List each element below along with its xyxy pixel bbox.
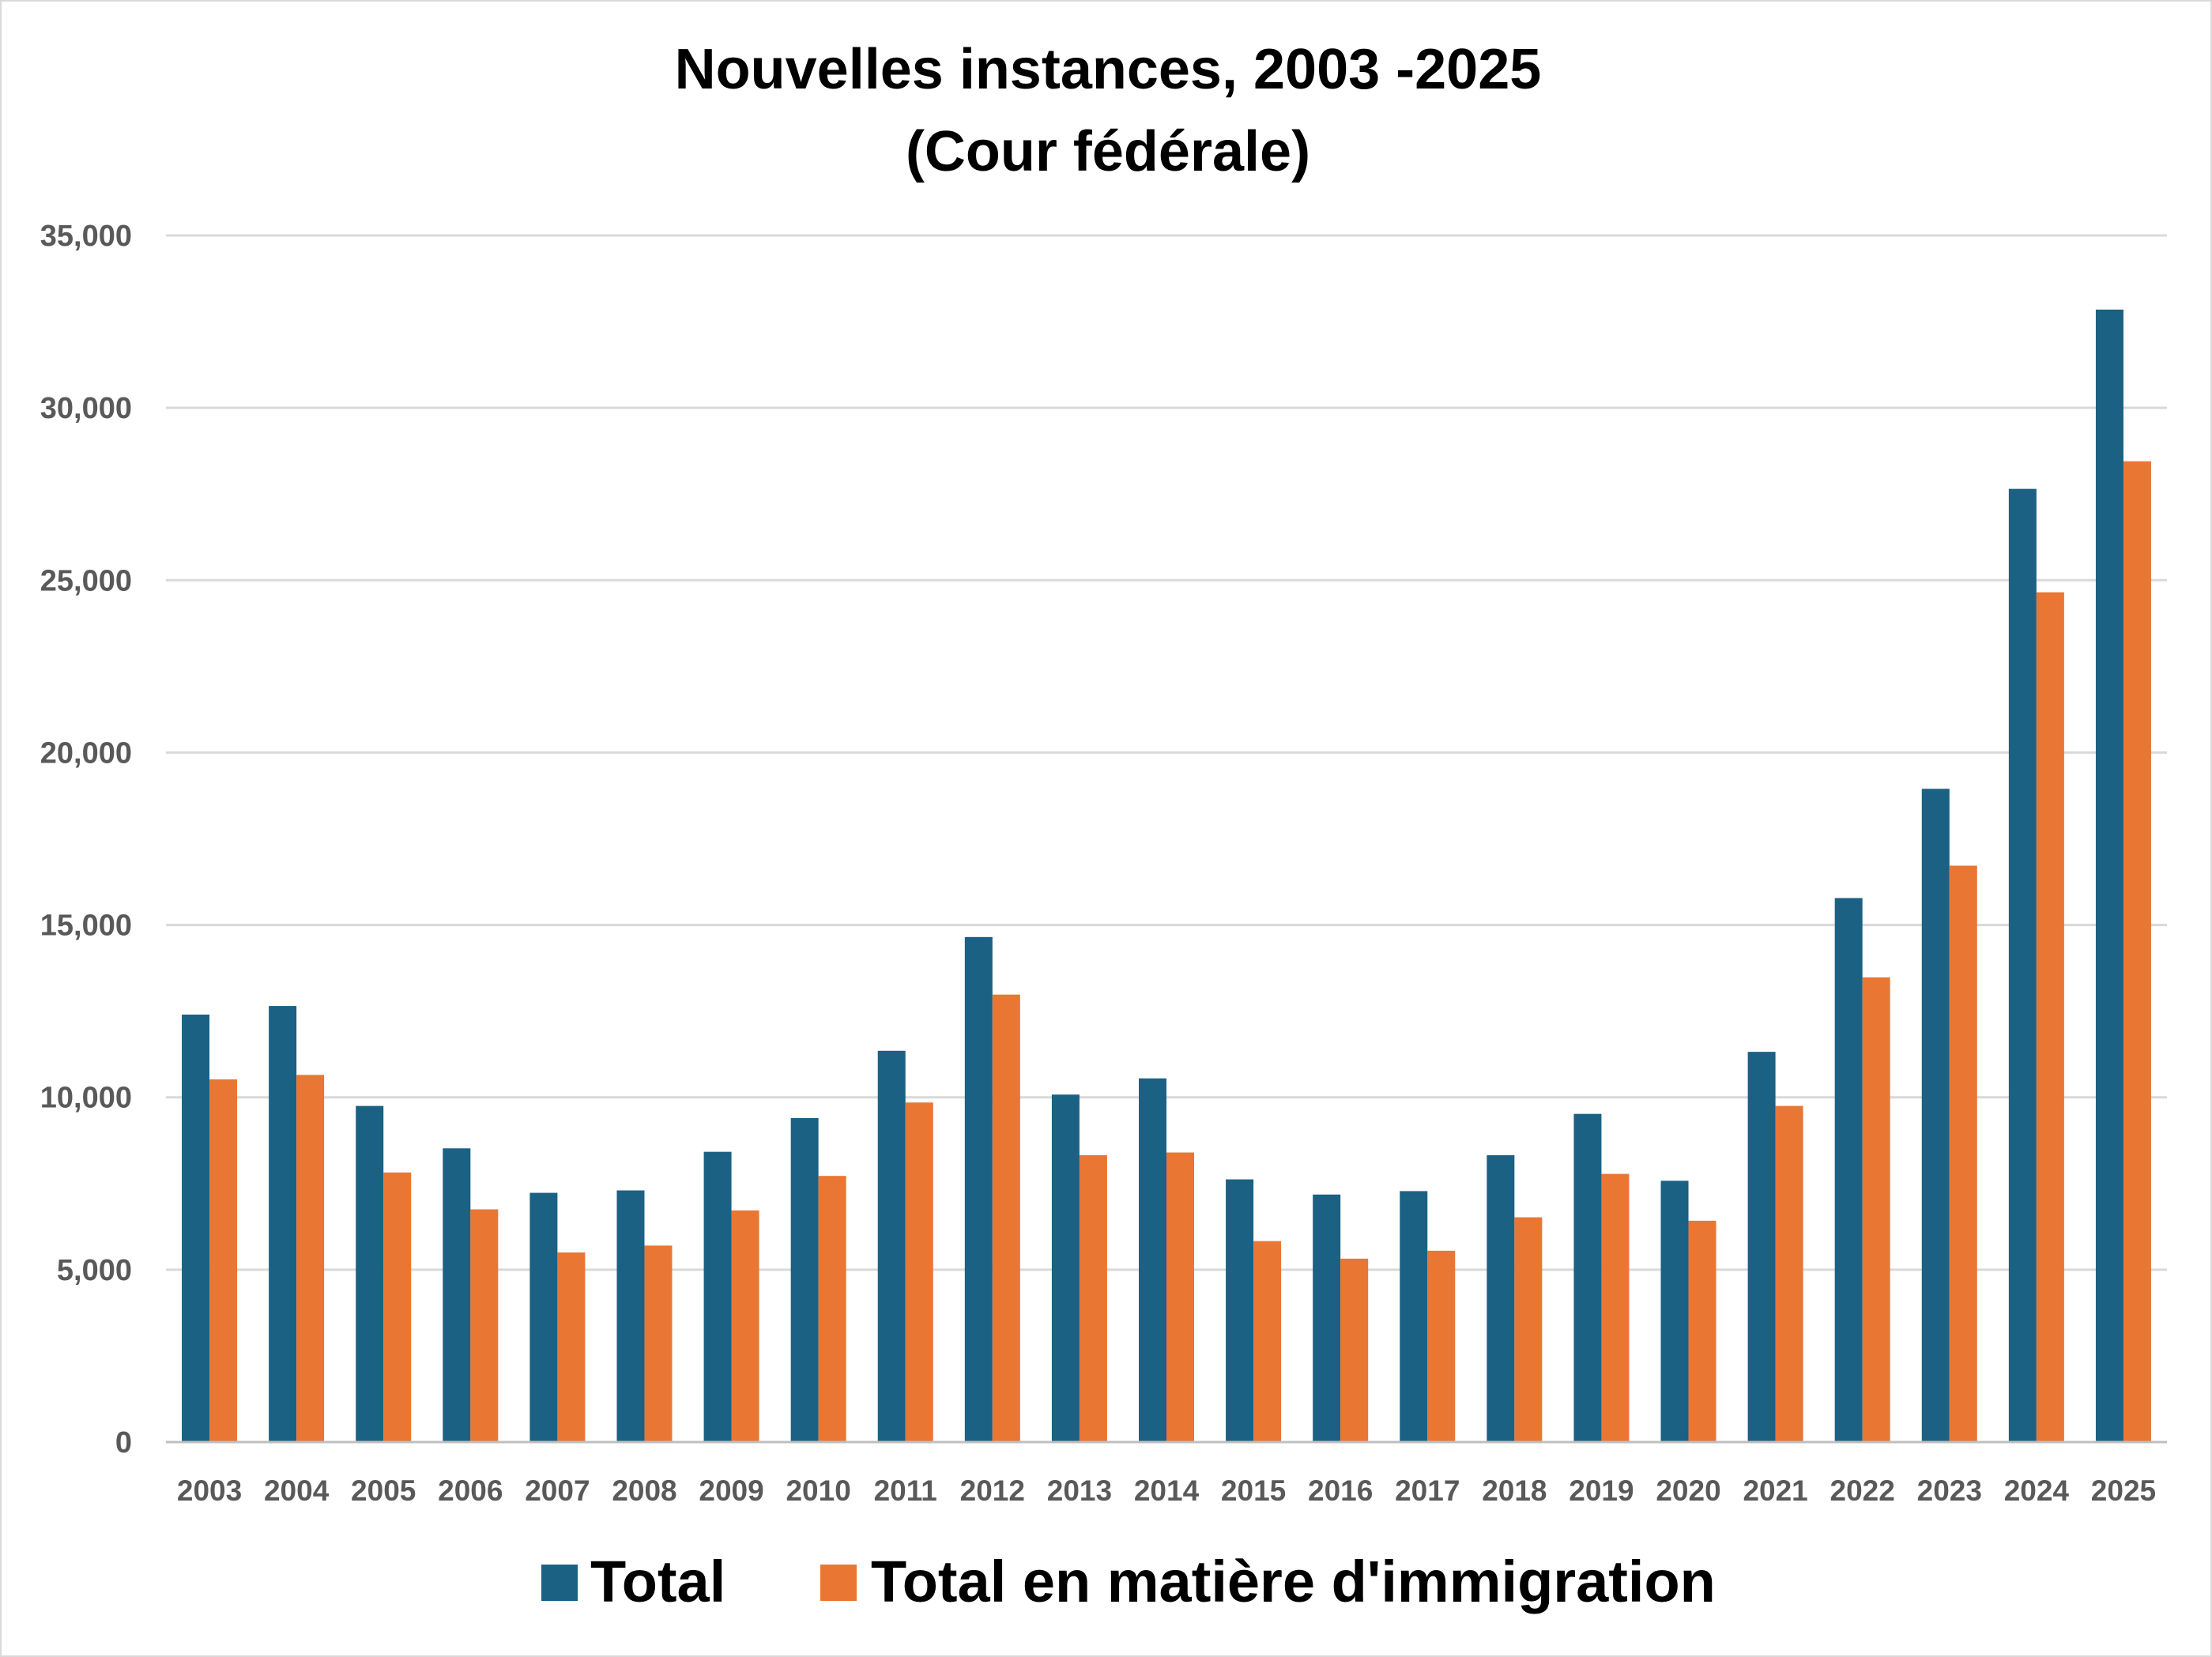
x-tick-label: 2015 [1221, 1474, 1286, 1507]
bar-immigration [209, 1079, 238, 1442]
bar-total [1660, 1181, 1689, 1442]
bar-immigration [296, 1075, 325, 1442]
bar-total [182, 1015, 210, 1442]
bar-immigration [644, 1245, 673, 1442]
y-tick-label: 15,000 [40, 909, 132, 943]
bar-total [790, 1117, 819, 1442]
x-tick-label: 2016 [1308, 1474, 1373, 1507]
bar-total [1487, 1155, 1515, 1442]
x-tick-label: 2003 [177, 1474, 242, 1507]
bar-total [1226, 1179, 1254, 1442]
x-tick-label: 2007 [525, 1474, 590, 1507]
x-tick-label: 2010 [786, 1474, 850, 1507]
bar-total [443, 1148, 471, 1442]
chart-title: Nouvelles instances, 2003 -2025 [675, 38, 1542, 101]
x-tick-label: 2006 [438, 1474, 503, 1507]
gridlines [166, 234, 2167, 1271]
bar-total [703, 1151, 732, 1442]
bar-immigration [818, 1176, 846, 1442]
bar-total [1573, 1113, 1602, 1442]
legend-swatch [541, 1565, 578, 1601]
bar-immigration [1427, 1250, 1456, 1442]
x-tick-label: 2020 [1656, 1474, 1720, 1507]
legend-label: Total en matière d'immigration [871, 1549, 1716, 1614]
y-tick-label: 5,000 [57, 1254, 132, 1287]
bar-total [877, 1050, 906, 1442]
y-tick-label: 0 [115, 1426, 132, 1459]
x-tick-label: 2025 [2091, 1474, 2156, 1507]
bar-immigration [1340, 1258, 1369, 1442]
x-tick-label: 2018 [1482, 1474, 1547, 1507]
x-tick-label: 2005 [351, 1474, 416, 1507]
bar-immigration [1514, 1217, 1543, 1442]
x-tick-label: 2022 [1830, 1474, 1895, 1507]
bar-immigration [1949, 865, 1977, 1442]
bar-immigration [1862, 977, 1890, 1442]
x-tick-label: 2009 [699, 1474, 763, 1507]
chart-subtitle: (Cour fédérale) [906, 120, 1310, 183]
x-tick-label: 2004 [264, 1474, 330, 1507]
x-tick-label: 2021 [1743, 1474, 1807, 1507]
bar-total [1051, 1094, 1080, 1442]
bar-immigration [1775, 1105, 1803, 1442]
bar-total [2095, 309, 2123, 1443]
x-tick-label: 2008 [612, 1474, 676, 1507]
bar-total [1747, 1052, 1776, 1442]
bar-total [356, 1105, 384, 1442]
y-tick-label: 20,000 [40, 736, 132, 770]
bar-immigration [1688, 1220, 1716, 1442]
bar-total [1313, 1194, 1341, 1442]
x-tick-label: 2014 [1134, 1474, 1200, 1507]
bar-immigration [1253, 1241, 1282, 1442]
x-tick-label: 2019 [1569, 1474, 1634, 1507]
bar-total [616, 1190, 645, 1442]
bar-immigration [470, 1209, 499, 1442]
y-tick-label: 10,000 [40, 1082, 132, 1115]
bar-total [1834, 898, 1863, 1442]
x-tick-label: 2017 [1395, 1474, 1460, 1507]
legend-label: Total [590, 1549, 725, 1614]
bar-immigration [1601, 1173, 1630, 1442]
x-tick-label: 2013 [1047, 1474, 1112, 1507]
x-tick-label: 2024 [2004, 1474, 2070, 1507]
x-tick-label: 2023 [1917, 1474, 1982, 1507]
y-tick-label: 30,000 [40, 392, 132, 425]
y-axis-tick-labels: 0 5,000 10,000 15,000 20,000 25,000 30,000 35,0… [40, 220, 132, 1459]
bar-immigration [557, 1252, 586, 1442]
bars [182, 309, 2151, 1443]
legend-swatch [820, 1565, 857, 1601]
bar-total [269, 1006, 297, 1442]
bar-immigration [992, 994, 1020, 1442]
bar-immigration [1079, 1155, 1107, 1442]
bar-total [529, 1192, 558, 1442]
bar-total [1921, 789, 1950, 1442]
bar-total [1400, 1191, 1428, 1442]
x-tick-label: 2012 [960, 1474, 1025, 1507]
bar-immigration [731, 1210, 759, 1442]
bar-immigration [905, 1102, 933, 1442]
bar-immigration [383, 1172, 412, 1442]
x-tick-label: 2011 [874, 1474, 937, 1507]
bar-immigration [1166, 1152, 1194, 1442]
y-tick-label: 35,000 [40, 220, 132, 253]
bar-immigration [2036, 592, 2064, 1443]
bar-immigration [2123, 461, 2151, 1443]
bar-total [2008, 488, 2037, 1443]
legend: Total Total en matière d'immigration [541, 1549, 1716, 1614]
x-axis-tick-labels: 2003 2004 2005 2006 2007 2008 2009 2010 2011 2012… [177, 1474, 2156, 1507]
y-tick-label: 25,000 [40, 564, 132, 597]
bar-total [1139, 1078, 1166, 1442]
bar-total [964, 936, 993, 1442]
